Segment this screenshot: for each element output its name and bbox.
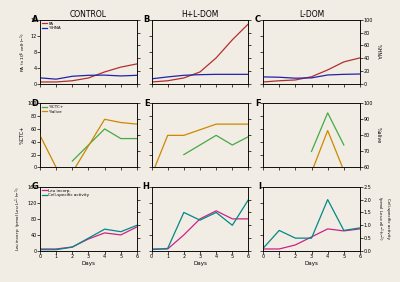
Text: H: H	[143, 182, 150, 191]
X-axis label: Days: Days	[304, 261, 318, 266]
Legend: Leu incorp., Cell-specific activity: Leu incorp., Cell-specific activity	[42, 189, 90, 197]
Text: I: I	[258, 182, 261, 191]
Y-axis label: Leu incorp. (pmol Leu·L$^{-1}$·h$^{-1}$): Leu incorp. (pmol Leu·L$^{-1}$·h$^{-1}$)	[14, 187, 24, 251]
Text: D: D	[31, 99, 38, 108]
Title: CONTROL: CONTROL	[70, 10, 107, 19]
Text: B: B	[143, 15, 150, 24]
X-axis label: Days: Days	[193, 261, 207, 266]
Y-axis label: %alive: %alive	[376, 127, 381, 144]
Legend: PA, %HNA: PA, %HNA	[42, 22, 61, 30]
Y-axis label: %CTC+: %CTC+	[19, 126, 24, 144]
Text: F: F	[256, 99, 261, 108]
Legend: %CTC+, %alive: %CTC+, %alive	[42, 105, 64, 114]
Text: E: E	[144, 99, 150, 108]
Y-axis label: %HNA: %HNA	[376, 44, 381, 60]
Y-axis label: Cell-specific activity
(pmol Leu cell$^{-1}$·h$^{-1}$): Cell-specific activity (pmol Leu cell$^{…	[374, 196, 390, 241]
Y-axis label: PA ($\times$10$^5$ cell$\cdot$l$^{-1}$): PA ($\times$10$^5$ cell$\cdot$l$^{-1}$)	[18, 32, 28, 72]
X-axis label: Days: Days	[82, 261, 96, 266]
Text: G: G	[31, 182, 38, 191]
Text: A: A	[32, 15, 38, 24]
Text: C: C	[255, 15, 261, 24]
Title: H+L-DOM: H+L-DOM	[181, 10, 219, 19]
Title: L-DOM: L-DOM	[299, 10, 324, 19]
